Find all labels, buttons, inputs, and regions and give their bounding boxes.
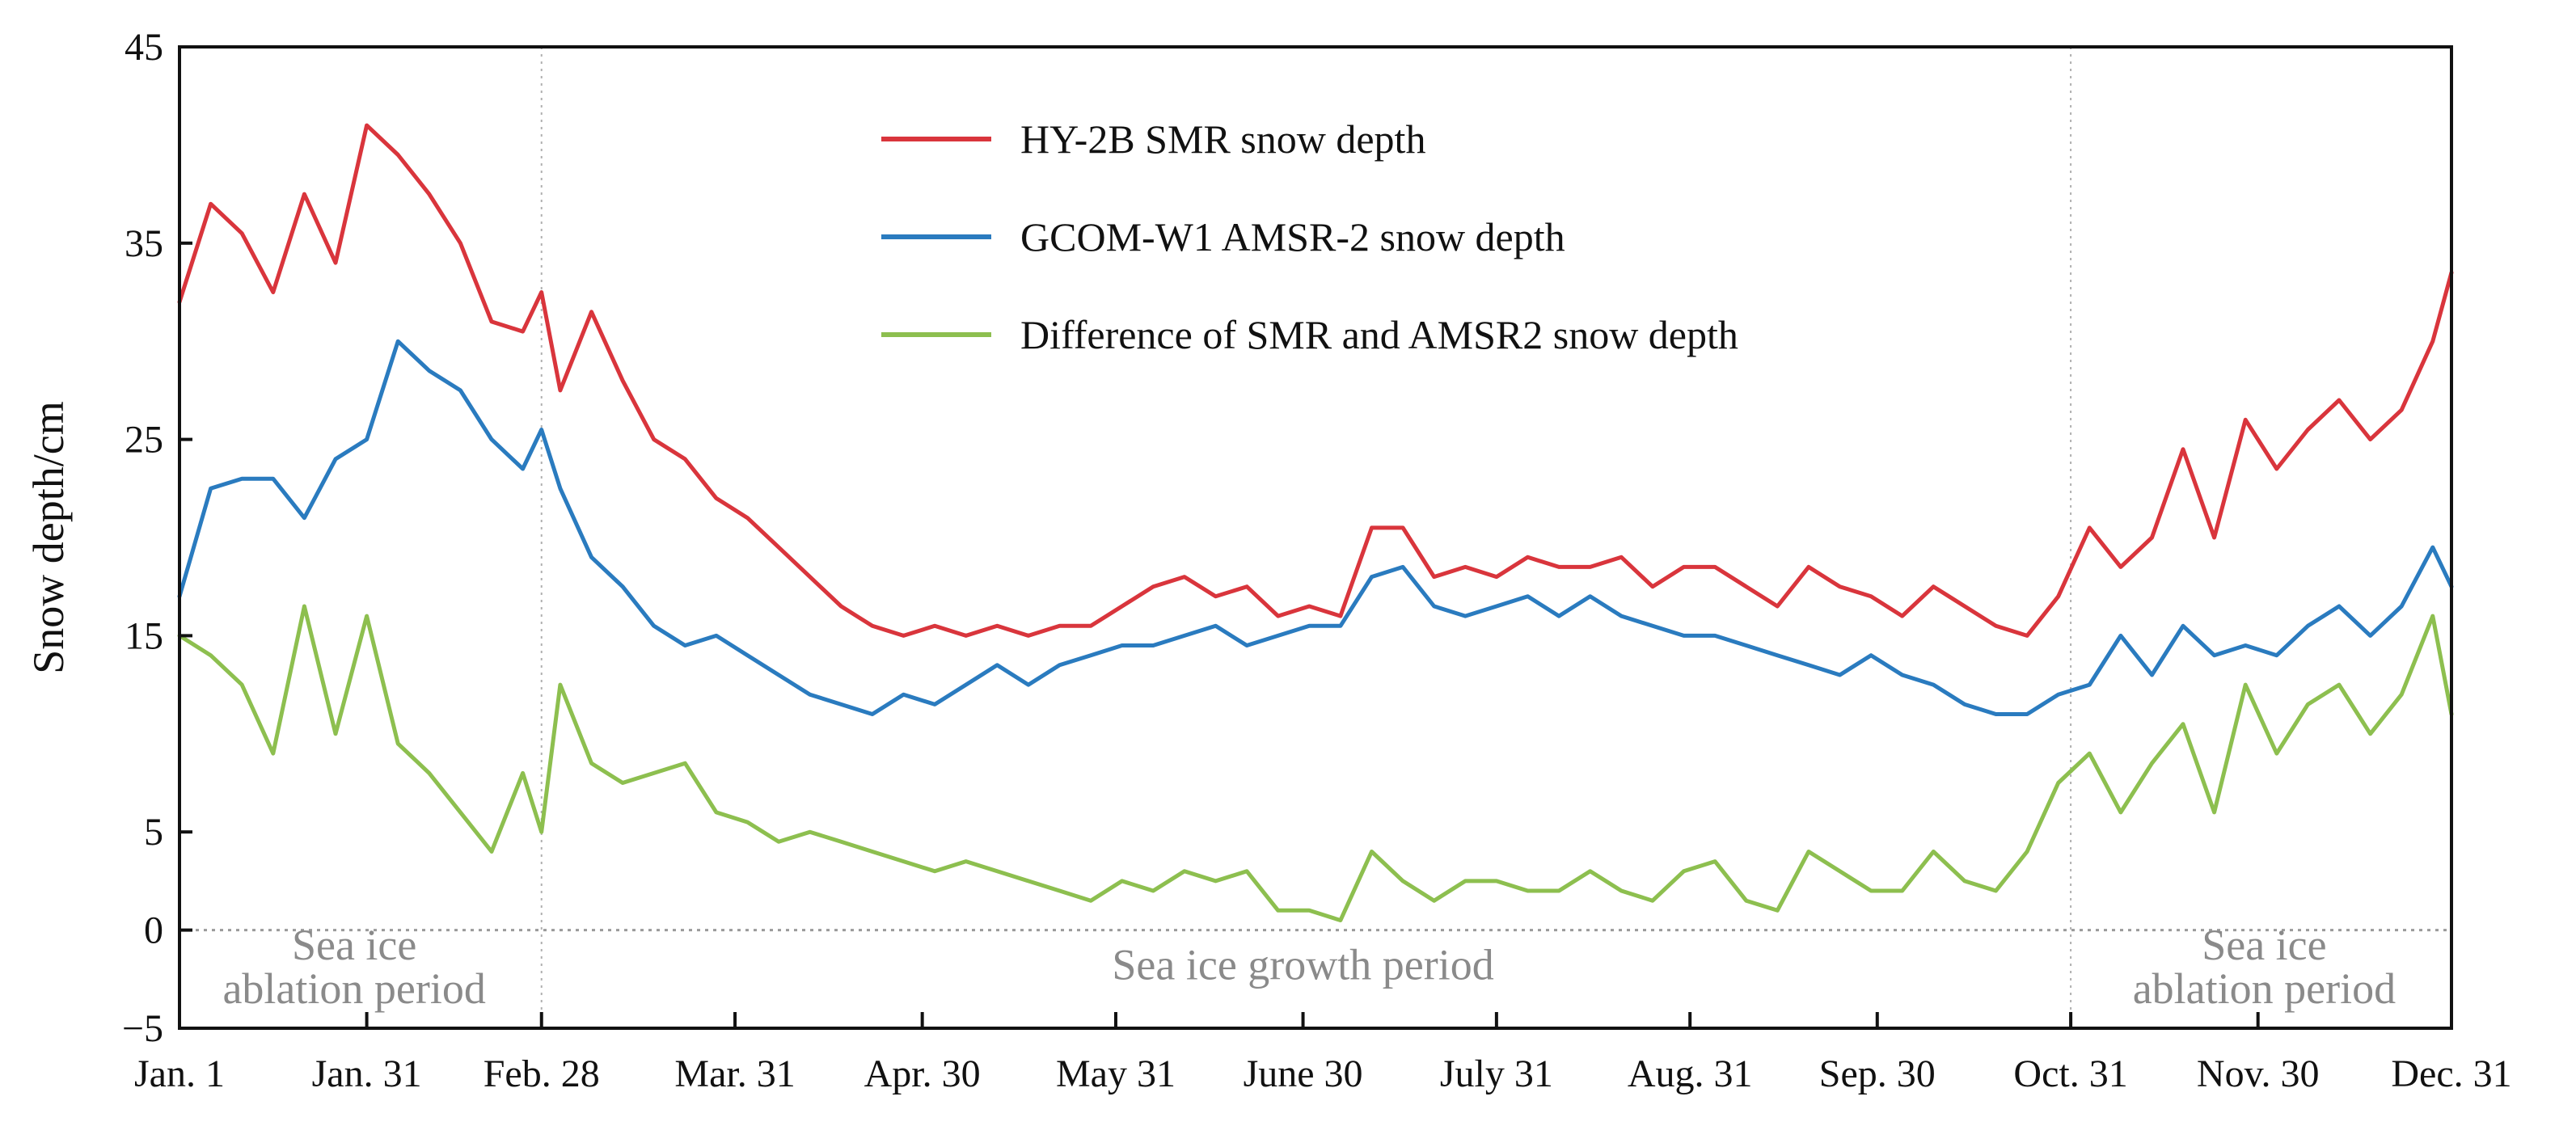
series-line-3 — [177, 604, 2454, 922]
y-tick-label: 35 — [125, 222, 163, 265]
x-tick-label: June 30 — [1244, 1052, 1363, 1095]
period-label: ablation period — [222, 964, 485, 1013]
legend-label: HY-2B SMR snow depth — [1020, 116, 1425, 162]
x-tick-label: May 31 — [1056, 1052, 1176, 1095]
period-label: Sea ice — [2202, 921, 2326, 969]
series-line-1 — [177, 123, 2454, 638]
period-label: Sea ice — [292, 921, 416, 969]
series-line-2 — [177, 339, 2454, 716]
plot-frame — [178, 45, 2453, 1030]
x-tick-label: Dec. 31 — [2391, 1052, 2511, 1095]
x-tick-label: Oct. 31 — [2013, 1052, 2127, 1095]
x-tick-label: Feb. 28 — [484, 1052, 600, 1095]
x-tick-label: Nov. 30 — [2197, 1052, 2320, 1095]
y-tick-label: 25 — [125, 419, 163, 462]
x-tick-label: Apr. 30 — [864, 1052, 981, 1095]
y-tick-label: 5 — [144, 811, 163, 854]
legend-label: GCOM-W1 AMSR-2 snow depth — [1020, 214, 1565, 259]
x-tick-label: Sep. 30 — [1819, 1052, 1936, 1095]
legend-label: Difference of SMR and AMSR2 snow depth — [1020, 312, 1738, 357]
x-tick-label: Aug. 31 — [1628, 1052, 1753, 1095]
y-axis-title: Snow depth/cm — [24, 401, 73, 673]
period-label: Sea ice growth period — [1112, 940, 1493, 989]
x-tick-label: Jan. 31 — [312, 1052, 422, 1095]
x-tick-label: July 31 — [1440, 1052, 1553, 1095]
y-tick-label: −5 — [122, 1007, 163, 1050]
x-tick-label: Jan. 1 — [134, 1052, 225, 1095]
y-tick-label: 15 — [125, 614, 163, 657]
x-tick-label: Mar. 31 — [674, 1052, 795, 1095]
period-label: ablation period — [2133, 964, 2396, 1013]
y-tick-label: 0 — [144, 909, 163, 952]
y-tick-label: 45 — [125, 26, 163, 69]
